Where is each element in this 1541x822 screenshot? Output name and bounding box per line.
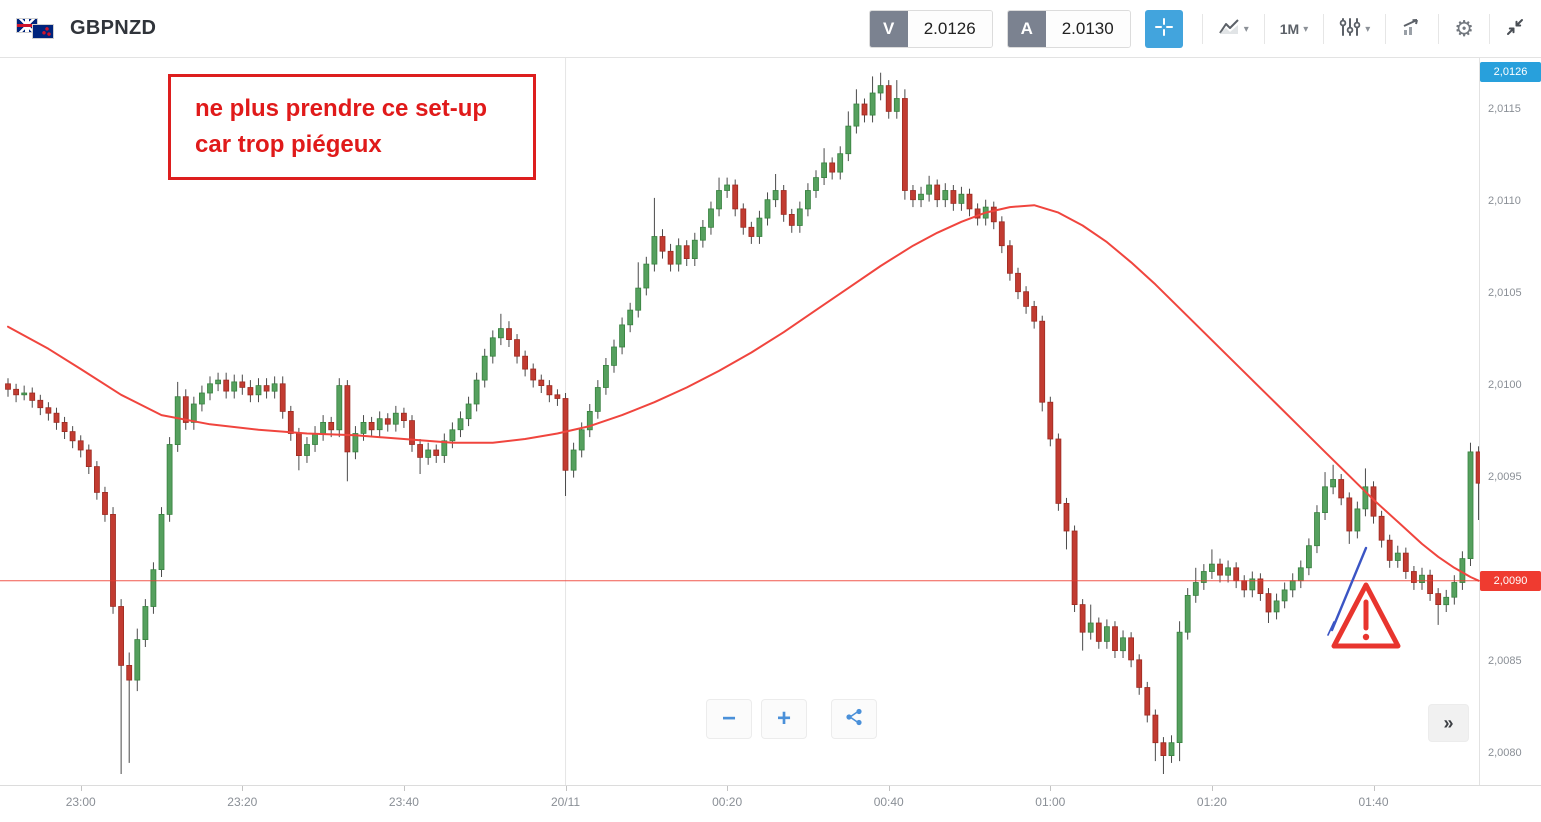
indicators-button[interactable]: ▾: [1333, 10, 1376, 48]
nz-flag-icon: [32, 23, 54, 39]
x-axis-tick: [242, 786, 244, 791]
drawing-note-box[interactable]: ne plus prendre ce set-up car trop piége…: [168, 74, 536, 180]
gear-icon: ⚙: [1454, 16, 1474, 41]
divider: [1201, 14, 1203, 44]
y-axis-label: 2,0115: [1488, 102, 1521, 115]
divider: [1489, 14, 1490, 44]
settings-button[interactable]: ⚙: [1448, 10, 1480, 48]
buy-letter[interactable]: A: [1007, 11, 1046, 47]
trend-arrow-icon: [1401, 17, 1423, 42]
buy-price[interactable]: 2.0130: [1045, 11, 1130, 47]
x-axis-tick: [403, 786, 405, 791]
analytics-button[interactable]: [1395, 10, 1429, 48]
crosshair-button[interactable]: [1144, 10, 1183, 48]
note-text-line1: ne plus prendre ce set-up: [195, 95, 488, 122]
y-axis-label: 2,0095: [1488, 470, 1522, 483]
drawing-trend-line[interactable]: [1322, 538, 1382, 638]
zoom-in-button[interactable]: +: [761, 699, 807, 739]
price-axis[interactable]: 2,0126 2,0090 2,0115 2,0110 2,0105 2,0100 2,…: [1480, 58, 1541, 785]
chart-type-icon: [1218, 17, 1240, 42]
x-axis-label: 01:40: [1358, 795, 1389, 809]
x-axis-label: 00:40: [873, 795, 904, 809]
y-axis-label: 2,0080: [1488, 746, 1522, 759]
minus-icon: −: [721, 705, 736, 732]
divider: [1323, 14, 1325, 44]
axis-corner: [1480, 785, 1541, 822]
chart-type-button[interactable]: ▾: [1212, 10, 1255, 48]
plus-icon: +: [776, 705, 791, 732]
drawing-warning-triangle[interactable]: [1328, 578, 1404, 654]
top-price-badge: 2,0126: [1480, 62, 1541, 82]
sell-price[interactable]: 2.0126: [907, 11, 992, 47]
y-axis-label: 2,0100: [1488, 378, 1522, 391]
sell-letter[interactable]: V: [869, 11, 908, 47]
expand-panel-button[interactable]: »: [1428, 704, 1469, 742]
symbol-title: GBPNZD: [70, 17, 157, 39]
chevron-down-icon: ▾: [1243, 23, 1249, 35]
x-axis-tick: [565, 786, 567, 791]
collapse-button[interactable]: [1499, 10, 1531, 48]
x-axis-label: 23:40: [388, 795, 419, 809]
crosshair-icon: [1154, 17, 1174, 42]
time-axis[interactable]: 23:00 23:20 23:40 20/11 00:20 00:40 01:00 01:20…: [0, 785, 1480, 822]
x-axis-tick: [1211, 786, 1213, 791]
chevron-down-icon: ▾: [1303, 23, 1309, 35]
y-axis-label: 2,0105: [1488, 286, 1522, 299]
timeframe-label: 1M: [1279, 21, 1300, 37]
gb-nz-flag-icon: [16, 17, 56, 41]
x-axis-tick: [1373, 786, 1375, 791]
divider: [1263, 14, 1265, 44]
collapse-arrows-icon: [1505, 17, 1525, 42]
x-axis-label: 23:00: [65, 795, 96, 809]
x-axis-tick: [80, 786, 82, 791]
x-axis-tick: [888, 786, 890, 791]
x-axis-tick: [1050, 786, 1052, 791]
sell-button[interactable]: V 2.0126: [868, 10, 993, 48]
toolbar-controls: V 2.0126 A 2.0130: [868, 0, 1531, 58]
zoom-out-button[interactable]: −: [706, 699, 752, 739]
chevron-down-icon: ▾: [1365, 23, 1371, 35]
x-axis-label: 00:20: [712, 795, 743, 809]
timeframe-dropdown[interactable]: 1M ▾: [1274, 10, 1314, 48]
x-axis-label: 20/11: [550, 795, 581, 809]
x-axis-tick: [727, 786, 729, 791]
instrument-header: GBPNZD: [16, 17, 156, 41]
chevrons-right-icon: »: [1443, 712, 1454, 733]
indicators-icon: [1339, 17, 1361, 42]
y-axis-label: 2,0085: [1488, 654, 1522, 667]
y-axis-label: 2,0110: [1488, 194, 1521, 207]
x-axis-label: 01:00: [1035, 795, 1066, 809]
toolbar: GBPNZD V 2.0126 A 2.0130: [0, 0, 1541, 58]
divider: [1385, 14, 1387, 44]
x-axis-label: 23:20: [227, 795, 258, 809]
divider: [1438, 14, 1440, 44]
candlestick-chart[interactable]: [0, 58, 1480, 785]
buy-button[interactable]: A 2.0130: [1006, 10, 1131, 48]
current-price-badge: 2,0090: [1480, 570, 1541, 591]
x-axis-label: 01:20: [1196, 795, 1227, 809]
share-button[interactable]: [831, 699, 877, 739]
share-icon: [844, 707, 864, 732]
note-text-line2: car trop piégeux: [195, 131, 382, 158]
